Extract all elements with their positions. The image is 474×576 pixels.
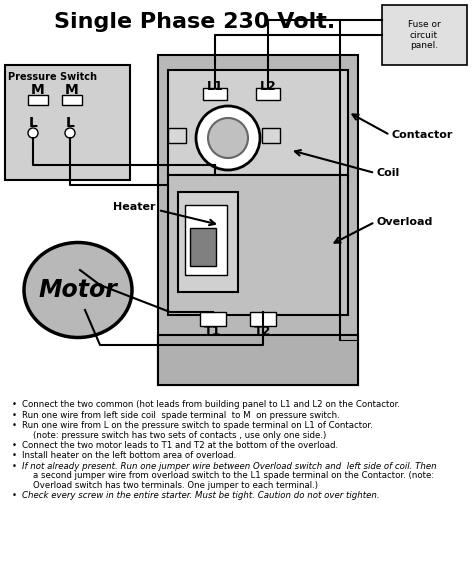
Text: Connect the two motor leads to T1 and T2 at the bottom of the overload.: Connect the two motor leads to T1 and T2… bbox=[22, 441, 338, 450]
Text: •: • bbox=[12, 441, 17, 450]
Text: •: • bbox=[12, 452, 17, 460]
Text: (note: pressure switch has two sets of contacts , use only one side.): (note: pressure switch has two sets of c… bbox=[22, 430, 326, 439]
Bar bbox=[5, 65, 130, 180]
Text: •: • bbox=[12, 411, 17, 419]
Text: Heater: Heater bbox=[113, 202, 156, 212]
Text: M: M bbox=[65, 83, 79, 97]
Bar bbox=[185, 205, 227, 275]
Text: L1: L1 bbox=[207, 80, 223, 93]
Text: Motor: Motor bbox=[38, 278, 118, 302]
Bar bbox=[158, 55, 358, 385]
Text: •: • bbox=[12, 400, 17, 409]
Bar bbox=[168, 128, 186, 143]
Text: L: L bbox=[28, 116, 37, 130]
Text: Overload switch has two terminals. One jumper to each terminal.): Overload switch has two terminals. One j… bbox=[22, 481, 318, 490]
Text: Run one wire from left side coil  spade terminal  to M  on pressure switch.: Run one wire from left side coil spade t… bbox=[22, 411, 340, 419]
Bar bbox=[382, 5, 467, 65]
Bar bbox=[256, 88, 280, 100]
Text: Coil: Coil bbox=[377, 168, 400, 178]
Text: Check every screw in the entire starter. Must be tight. Caution do not over tigh: Check every screw in the entire starter.… bbox=[22, 491, 380, 501]
Bar bbox=[178, 192, 238, 292]
Bar bbox=[168, 70, 348, 175]
Text: L: L bbox=[65, 116, 74, 130]
Bar bbox=[250, 312, 276, 326]
Text: M: M bbox=[31, 83, 45, 97]
Text: Pressure Switch: Pressure Switch bbox=[8, 72, 97, 82]
Bar bbox=[168, 175, 348, 315]
Text: Single Phase 230 Volt.: Single Phase 230 Volt. bbox=[55, 12, 336, 32]
Bar bbox=[200, 312, 226, 326]
Circle shape bbox=[28, 128, 38, 138]
Text: If not already present. Run one jumper wire between Overload switch and  left si: If not already present. Run one jumper w… bbox=[22, 462, 437, 471]
Bar bbox=[190, 228, 216, 266]
Ellipse shape bbox=[24, 242, 132, 338]
Text: Install heater on the left bottom area of overload.: Install heater on the left bottom area o… bbox=[22, 452, 236, 460]
Text: a second jumper wire from overload switch to the L1 spade terminal on the Contac: a second jumper wire from overload switc… bbox=[22, 472, 434, 480]
Bar bbox=[203, 88, 227, 100]
Circle shape bbox=[196, 106, 260, 170]
Text: Run one wire from L on the pressure switch to spade terminal on L1 of Contactor.: Run one wire from L on the pressure swit… bbox=[22, 421, 373, 430]
Text: •: • bbox=[12, 491, 17, 501]
Text: L2: L2 bbox=[260, 80, 276, 93]
Bar bbox=[28, 95, 48, 105]
Bar bbox=[62, 95, 82, 105]
Text: •: • bbox=[12, 421, 17, 430]
Text: •: • bbox=[12, 462, 17, 471]
Text: T2: T2 bbox=[255, 325, 272, 338]
Bar bbox=[158, 335, 358, 385]
Text: Overload: Overload bbox=[377, 217, 433, 227]
Bar bbox=[262, 128, 280, 143]
Circle shape bbox=[208, 118, 248, 158]
Text: Connect the two common (hot leads from building panel to L1 and L2 on the Contac: Connect the two common (hot leads from b… bbox=[22, 400, 400, 409]
Circle shape bbox=[65, 128, 75, 138]
Text: T1: T1 bbox=[204, 325, 222, 338]
Text: Fuse or
circuit
panel.: Fuse or circuit panel. bbox=[408, 20, 440, 50]
Text: Contactor: Contactor bbox=[392, 130, 453, 140]
